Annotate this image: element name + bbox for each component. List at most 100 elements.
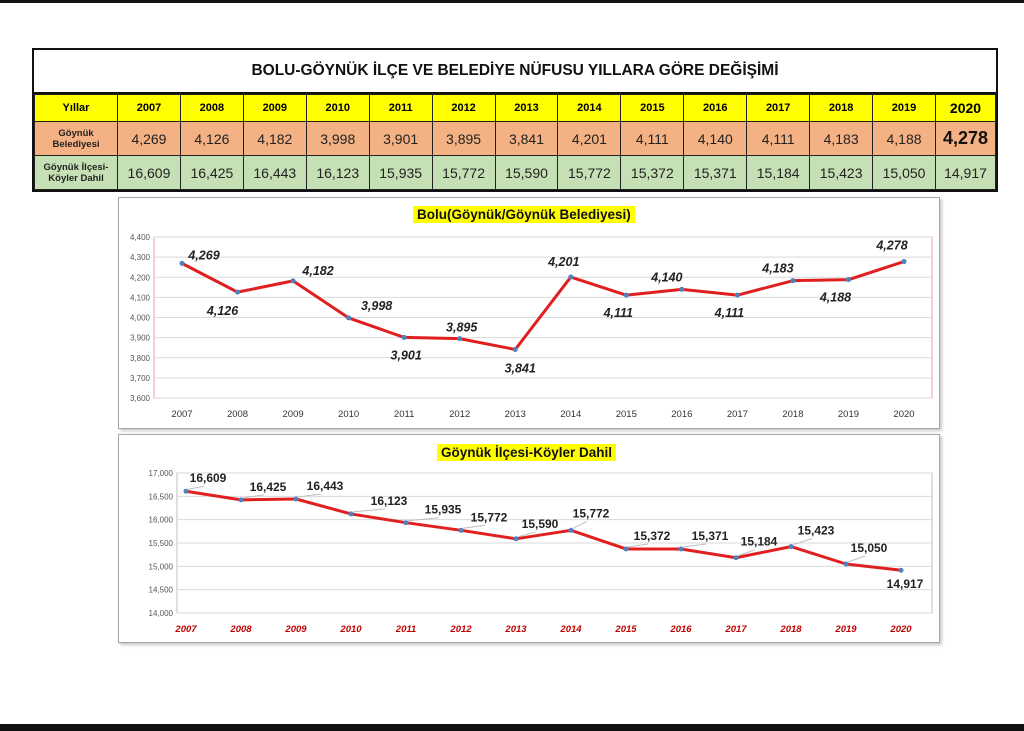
y-tick-label: 14,000 [149,609,174,618]
x-tick-label: 2011 [394,409,414,420]
y-tick-label: 16,500 [149,492,174,501]
year-cell: 2010 [305,94,370,122]
data-label: 15,050 [851,541,888,555]
x-tick-label: 2017 [724,624,747,635]
value-cell: 16,443 [242,155,307,190]
data-label: 4,201 [547,255,579,269]
x-tick-label: 2012 [449,409,470,420]
data-point [678,546,684,552]
series-line [185,489,902,572]
year-cell: 2008 [179,94,244,122]
data-label: 15,590 [522,517,559,531]
y-tick-label: 4,200 [130,273,151,282]
label-leader [462,524,486,529]
belediye-chart-panel: Bolu(Göynük/Göynük Belediyesi) 3,600 3,70… [118,197,940,429]
y-tick-label: 3,700 [130,374,151,383]
label-leader [847,555,866,563]
label-leader [517,531,537,538]
x-tick-label: 2017 [727,409,748,420]
x-tick-label: 2012 [449,624,472,635]
x-tick-label: 2010 [338,409,359,420]
data-label: 4,278 [875,239,907,253]
x-tick-label: 2016 [669,624,692,635]
data-label: 3,998 [361,299,392,313]
value-cell: 3,998 [305,121,370,156]
x-tick-label: 2018 [782,409,803,420]
population-grid: Yıllar 2007 2008 2009 2010 2011 2012 201… [34,94,996,190]
value-cell: 15,372 [620,155,685,190]
x-tick-label: 2009 [283,409,304,420]
x-tick-label: 2008 [227,409,248,420]
label-leader [352,508,386,513]
data-label: 15,772 [573,506,610,520]
label-leader [242,494,265,499]
y-tick-label: 17,000 [149,469,174,478]
x-tick-label: 2007 [174,624,197,635]
value-cell: 3,841 [494,121,559,156]
data-point [293,496,299,502]
value-cell: 16,123 [305,155,370,190]
table-title: BOLU-GÖYNÜK İLÇE VE BELEDİYE NÜFUSU YILL… [34,50,996,94]
x-tick-label: 2013 [505,409,526,420]
data-point [346,315,352,321]
data-label: 15,371 [692,529,729,543]
year-cell: 2016 [683,94,748,122]
data-point [235,289,241,295]
row-label-line: Göynük İlçesi- [43,161,109,173]
y-tick-label: 4,000 [130,314,151,323]
y-tick-label: 14,500 [149,586,174,595]
x-tick-label: 2011 [395,624,416,635]
value-cell: 15,772 [431,155,496,190]
data-point [901,259,907,265]
value-cell: 15,423 [809,155,874,190]
x-tick-label: 2013 [504,624,527,635]
data-label: 16,425 [250,480,287,494]
year-cell: 2015 [620,94,685,122]
x-tick-label: 2008 [229,624,252,635]
data-point [788,544,794,550]
x-tick-label: 2016 [671,409,692,420]
data-label: 16,443 [307,479,344,493]
x-tick-label: 2020 [893,409,914,420]
data-label: 4,111 [714,306,744,320]
label-leader [627,543,649,548]
data-point [623,292,629,298]
label-leader [407,517,440,522]
x-tick-label: 2018 [779,624,802,635]
belediye-row: Göynük Belediyesi 4,269 4,126 4,182 3,998… [34,121,996,156]
data-label: 4,183 [761,262,793,276]
y-tick-label: 4,100 [130,293,151,302]
x-tick-label: 2010 [339,624,362,635]
value-cell: 4,140 [683,121,748,156]
data-label: 16,123 [371,494,408,508]
data-point [733,555,739,561]
data-label: 4,188 [819,291,851,305]
data-point [458,527,464,533]
data-point [183,488,189,494]
value-cell: 4,111 [620,121,685,156]
x-tick-label: 2014 [560,409,581,420]
value-cell: 4,201 [557,121,622,156]
data-label: 16,609 [190,471,227,485]
value-cell: 4,126 [179,121,244,156]
ilce-chart-panel: Göynük İlçesi-Köyler Dahil 14,000 14,500 1… [118,434,940,643]
value-cell: 4,278 [935,121,996,156]
data-point [734,292,740,298]
x-tick-label: 2015 [616,409,637,420]
value-cell: 15,184 [746,155,811,190]
data-label: 15,423 [798,524,835,538]
y-tick-label: 15,500 [149,539,174,548]
data-point [843,561,849,567]
value-cell: 3,895 [431,121,496,156]
value-cell: 15,772 [557,155,622,190]
label-leader [572,520,588,529]
data-point [179,260,185,266]
data-point [290,278,296,284]
data-label: 3,895 [446,321,478,335]
year-cell: 2019 [872,94,936,122]
data-label: 14,917 [887,577,924,591]
x-tick-label: 2009 [284,624,307,635]
data-point [898,567,904,573]
belediye-line-chart: 3,600 3,700 3,800 3,900 4,000 4,100 4,200 4,300… [130,233,933,420]
data-label: 4,126 [206,304,239,318]
